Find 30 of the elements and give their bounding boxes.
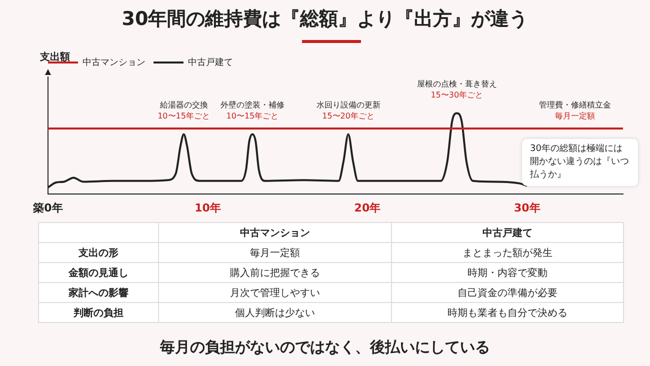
x-tick-label: 築0年 — [32, 201, 63, 214]
category-label: 判断の負担 — [74, 308, 124, 318]
text: 月次で管理しやすい — [230, 288, 320, 298]
text: 毎月一定額 — [250, 248, 300, 258]
text: まとまった額が発生 — [462, 248, 552, 258]
annotation: 外壁の塗装・補修 10〜15年ごと — [220, 100, 284, 120]
text: 個人判断は少ない — [234, 308, 315, 318]
x-tick-label: 10年 — [194, 201, 221, 214]
text: 管理費・修繕積立金 — [539, 100, 611, 110]
text: 時期も業者も自分で決める — [447, 308, 568, 318]
text: 購入前に把握できる — [230, 268, 320, 278]
chart-title: 30年間の維持費は『総額』より『出方』が違う — [120, 7, 530, 32]
category-label: 中古マンション — [158, 222, 392, 242]
category-label: 金額の見通し — [68, 268, 129, 278]
legend-label: 中古マンション — [82, 56, 146, 68]
annotation: 水回り設備の更新 15〜20年ごと — [316, 100, 380, 120]
x-tick-label: 30年 — [514, 201, 540, 214]
text: 毎月の負担がないのではなく、後払いにしている — [159, 338, 491, 357]
text: 自己資金の準備が必要 — [457, 288, 558, 298]
y-axis-title: 支出額 — [40, 50, 70, 64]
annotation: 30年の総額は極端には開かない違うのは『いつ払うか』 — [522, 138, 638, 186]
category-label: 家計への影響 — [68, 288, 129, 298]
x-tick-label: 20年 — [354, 201, 381, 214]
annotation: 毎月一定額 — [555, 112, 595, 121]
category-label: 支出の形 — [78, 248, 119, 258]
annotation: 屋根の点検・葺き替え 15〜30年ごと — [416, 79, 497, 100]
legend-label: 中古戸建て — [188, 56, 233, 68]
text: 時期・内容で変動 — [467, 268, 548, 278]
annotation: 給湯器の交換 10〜15年ごと — [158, 100, 210, 120]
category-label: 中古戸建て — [391, 222, 624, 242]
